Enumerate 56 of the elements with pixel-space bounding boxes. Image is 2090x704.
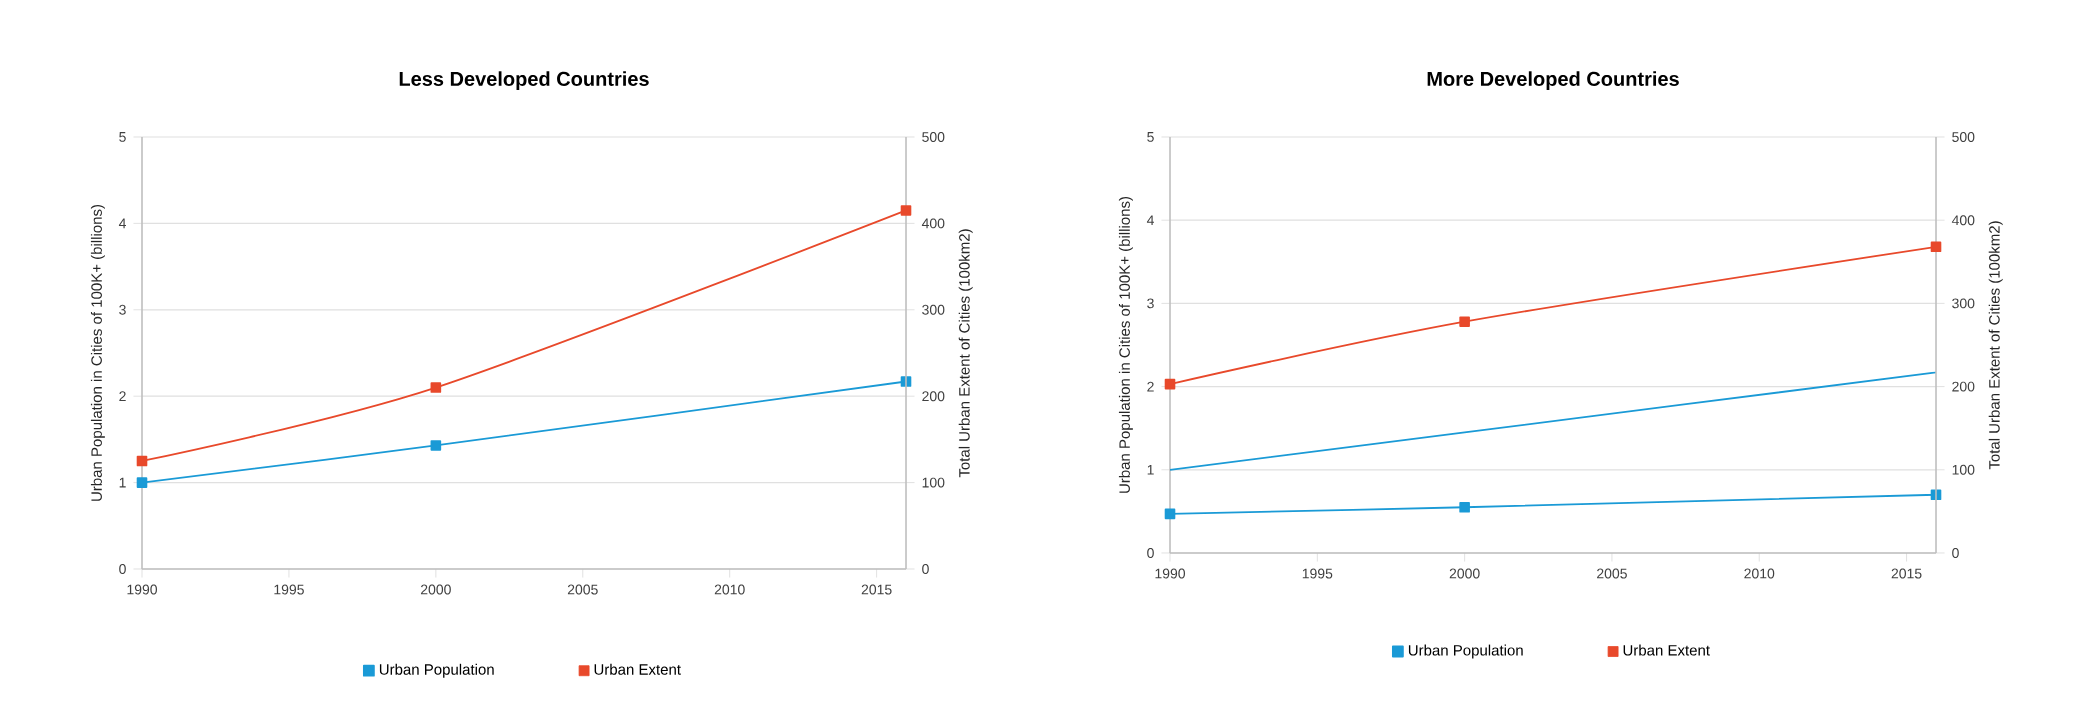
y-tick-label: 4	[1146, 215, 1154, 226]
point	[136, 477, 148, 488]
y2-tick-label: 200	[922, 391, 945, 402]
point	[1164, 508, 1176, 520]
y2-tick-label: 100	[1952, 464, 1975, 475]
y-axis-title: Urban Population in Cities of 100K+ (billions)	[1118, 196, 1133, 493]
point	[430, 382, 442, 393]
point	[900, 205, 912, 216]
point	[136, 455, 148, 467]
y2-tick-label: 500	[922, 132, 945, 142]
x-tick-label: 1990	[127, 584, 158, 595]
x-tick-label: 2015	[861, 584, 892, 595]
legend-label: Urban Extent	[594, 663, 681, 675]
legend-label: Urban Population	[379, 663, 494, 678]
chart-title: Less Developed Countries	[399, 71, 649, 90]
point	[1459, 501, 1470, 513]
legend-label: Urban Population	[1408, 644, 1523, 659]
y2-tick-label: 400	[1951, 215, 1975, 226]
y-tick-label: 1	[1147, 464, 1154, 475]
point	[1459, 316, 1470, 327]
y-tick-label: 1	[119, 477, 126, 488]
y2-tick-label: 0	[1952, 548, 1959, 558]
y-tick-label: 5	[119, 132, 126, 142]
y2-tick-label: 200	[1952, 381, 1975, 392]
x-tick-label: 2005	[1597, 568, 1627, 579]
y-tick-label: 0	[1147, 548, 1154, 558]
y-tick-label: 0	[119, 564, 126, 574]
x-tick-label: 2015	[1891, 568, 1922, 579]
y-tick-label: 2	[1147, 381, 1154, 392]
y2-axis-title: Total Urban Extent of Cities (100km2)	[1988, 221, 2003, 470]
x-tick-label: 1995	[274, 584, 304, 595]
y-tick-label: 2	[119, 391, 126, 402]
chart-title: More Developed Countries	[1427, 71, 1679, 90]
x-tick-label: 2000	[1449, 568, 1480, 579]
x-tick-label: 1990	[1155, 568, 1186, 579]
x-tick-label: 2000	[420, 584, 451, 595]
y-axis-title: Urban Population in Cities of 100K+ (billions)	[90, 204, 105, 501]
x-tick-label: 2010	[1744, 568, 1775, 579]
y2-tick-label: 300	[922, 304, 945, 315]
y2-tick-label: 400	[921, 218, 945, 229]
y-tick-label: 3	[1147, 298, 1154, 309]
y2-tick-label: 300	[1952, 298, 1975, 309]
x-tick-label: 1995	[1302, 568, 1333, 579]
y-tick-label: 4	[118, 218, 126, 229]
legend-label: Urban Extent	[1623, 644, 1710, 656]
point	[430, 440, 442, 451]
y2-tick-label: 100	[922, 477, 945, 488]
y2-tick-label: 0	[922, 564, 929, 574]
x-tick-label: 2005	[567, 584, 598, 595]
point	[1930, 241, 1942, 253]
y2-axis-title: Total Urban Extent of Cities (100km2)	[958, 229, 973, 478]
y-tick-label: 3	[119, 304, 126, 315]
y2-tick-label: 500	[1952, 132, 1975, 142]
y-tick-label: 5	[1147, 132, 1154, 142]
x-tick-label: 2010	[714, 584, 745, 595]
point	[1164, 378, 1176, 390]
